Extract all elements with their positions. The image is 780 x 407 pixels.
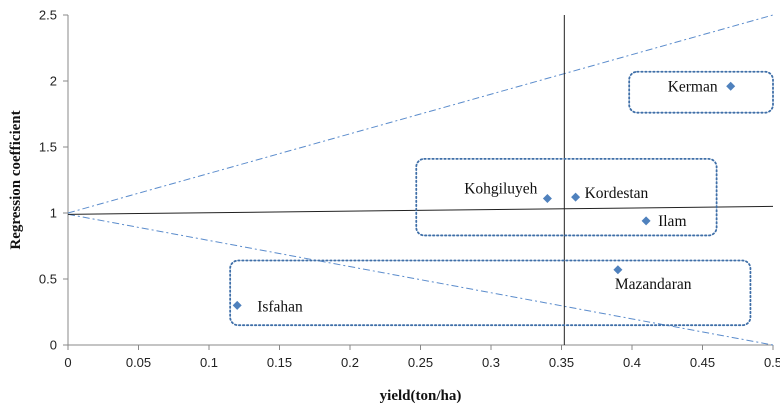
point-kohgiluyeh — [542, 193, 552, 203]
label-ilam: Ilam — [658, 213, 686, 230]
reference-lines — [67, 14, 774, 346]
y-tick-label: 1.5 — [39, 140, 57, 155]
point-ilam — [641, 216, 651, 226]
point-mazandaran — [613, 265, 623, 275]
horizontal-reference-line — [67, 205, 774, 215]
x-tick-label: 0.15 — [267, 355, 292, 370]
group-boxes — [229, 70, 774, 327]
label-mazandaran: Mazandaran — [615, 276, 692, 293]
label-kohgiluyeh: Kohgiluyeh — [464, 180, 537, 197]
x-tick-label: 0.3 — [482, 355, 500, 370]
x-tick-label: 0.45 — [690, 355, 715, 370]
x-tick-label: 0.5 — [764, 355, 780, 370]
x-axis-title: yield(ton/ha) — [380, 388, 462, 404]
y-tick-label: 2 — [50, 74, 57, 89]
y-tick-label: 0.5 — [39, 272, 57, 287]
x-tick-label: 0.35 — [549, 355, 574, 370]
group-box — [415, 157, 718, 237]
y-axis-ticks: 0 0.5 1 1.5 2 2.5 — [39, 8, 68, 353]
x-tick-label: 0.2 — [341, 355, 359, 370]
x-tick-label: 0.1 — [200, 355, 218, 370]
label-kordestan: Kordestan — [585, 185, 649, 202]
group-box — [628, 70, 774, 114]
x-tick-label: 0.05 — [126, 355, 151, 370]
x-tick-label: 0.4 — [623, 355, 641, 370]
point-isfahan — [232, 300, 242, 310]
point-kerman — [726, 81, 736, 91]
y-axis-title: Regression coefficient — [8, 110, 24, 249]
x-tick-label: 0 — [64, 355, 71, 370]
y-tick-label: 1 — [50, 206, 57, 221]
x-tick-label: 0.25 — [408, 355, 433, 370]
y-tick-label: 0 — [50, 338, 57, 353]
y-tick-label: 2.5 — [39, 8, 57, 23]
x-axis-ticks: 0 0.05 0.1 0.15 0.2 0.25 0.3 0.35 0.4 0.45 0.5 — [64, 345, 780, 370]
point-labels: Kerman Kohgiluyeh Kordestan Ilam Mazandaran I… — [257, 78, 718, 315]
upper-dashed-line — [67, 14, 774, 214]
label-isfahan: Isfahan — [257, 298, 303, 315]
group-box — [229, 259, 752, 327]
point-kordestan — [571, 192, 581, 202]
data-points — [232, 81, 736, 310]
label-kerman: Kerman — [668, 78, 718, 95]
